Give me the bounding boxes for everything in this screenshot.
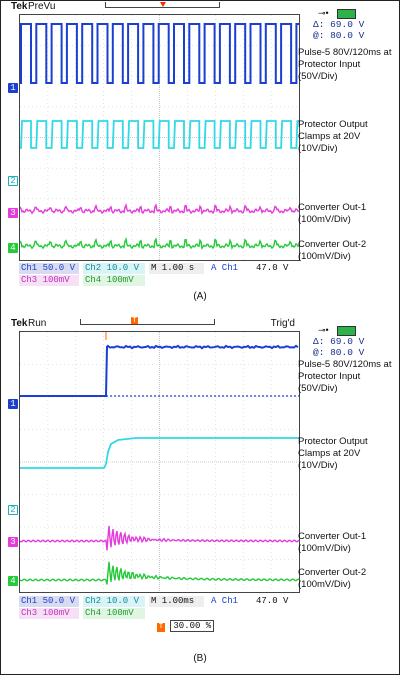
readout-delta-b: Δ: 69.0 V [313, 336, 365, 347]
ch1-scale: Ch1 50.0 V [19, 263, 79, 274]
annotation-protector-a: Protector Output Clamps at 20V (10V/Div) [298, 119, 368, 154]
scope-panel-b: Tek Run Trig'd T 1 2 3 4 Ch1 50.0 V Ch2 … [5, 317, 300, 632]
ch2-ground-marker: 2 [8, 176, 18, 186]
trigger-position-marker: T [131, 317, 138, 324]
trigger-t-icon: T [157, 623, 165, 632]
power-plug-icon: ⊸• [318, 8, 329, 18]
readout-at-b: @: 80.0 V [313, 347, 365, 358]
brand-label: Tek [11, 1, 28, 12]
ch4-scale: Ch4 100mV [83, 608, 145, 619]
timebase: M 1.00ms [149, 596, 204, 607]
trigger-position-marker [160, 2, 166, 7]
battery-icon [337, 9, 356, 19]
annotation-out1-b: Converter Out-1 (100mV/Div) [298, 531, 367, 554]
ch4-waveform [19, 561, 299, 585]
ch1-waveform [20, 344, 299, 397]
trigger-position-readout: T 30.00 % [157, 620, 215, 632]
ch4-ground-marker: 4 [8, 576, 18, 586]
trigger-source: A Ch1 [211, 263, 239, 273]
trigger-level: 47.0 V [256, 263, 289, 273]
brand-label: Tek [11, 318, 28, 329]
readout-at-a: @: 80.0 V [313, 30, 365, 41]
annotation-pulse-b: Pulse-5 80V/120ms at Protector Input (50… [298, 359, 392, 394]
battery-icon [337, 326, 356, 336]
ch2-waveform [20, 120, 311, 149]
ch2-scale: Ch2 10.0 V [83, 596, 145, 607]
ch2-waveform [20, 437, 299, 469]
panel-b-header: Tek Run Trig'd [5, 317, 300, 331]
ch1-waveform [20, 23, 311, 84]
ch2-scale: Ch2 10.0 V [83, 263, 145, 274]
ch4-ground-marker: 4 [8, 243, 18, 253]
trigger-status: Trig'd [270, 318, 295, 329]
ch3-waveform [19, 203, 300, 215]
caption-a: (A) [193, 291, 207, 302]
annotation-out1-a: Converter Out-1 (100mV/Div) [298, 202, 367, 225]
waveform-display-a [19, 15, 311, 260]
waveform-display-b [19, 332, 300, 592]
power-plug-icon: ⊸• [318, 325, 329, 335]
panel-b-footer: Ch1 50.0 V Ch2 10.0 V M 1.00ms A Ch1 47.… [19, 596, 300, 622]
ch1-scale: Ch1 50.0 V [19, 596, 79, 607]
annotation-pulse-a: Pulse-5 80V/120ms at Protector Input (50… [298, 47, 392, 82]
annotation-out2-b: Converter Out-2 (100mV/Div) [298, 567, 367, 590]
ch4-scale: Ch4 100mV [83, 275, 145, 286]
ch3-ground-marker: 3 [8, 208, 18, 218]
trigger-source: A Ch1 [211, 596, 239, 606]
panel-a-footer: Ch1 50.0 V Ch2 10.0 V M 1.00 s A Ch1 47.… [19, 263, 300, 289]
record-position-bar [105, 2, 220, 8]
caption-b: (B) [193, 653, 207, 664]
panel-a-header: Tek PreVu [5, 0, 300, 14]
ch1-ground-marker: 1 [8, 399, 18, 409]
trigger-position-value: 30.00 % [170, 620, 215, 632]
ch2-ground-marker: 2 [8, 505, 18, 515]
trigger-level: 47.0 V [256, 596, 289, 606]
acq-mode: PreVu [28, 1, 56, 12]
waveform-grid-a [19, 14, 311, 261]
timebase: M 1.00 s [149, 263, 204, 274]
waveform-grid-b [19, 331, 300, 593]
acq-mode: Run [28, 318, 47, 329]
ch3-ground-marker: 3 [8, 537, 18, 547]
scope-panel-a: Tek PreVu 1 2 3 4 Ch1 50.0 V Ch2 10.0 V … [5, 0, 311, 289]
ch1-ground-marker: 1 [8, 83, 18, 93]
ch3-scale: Ch3 100mV [19, 275, 79, 286]
annotation-protector-b: Protector Output Clamps at 20V (10V/Div) [298, 436, 368, 471]
annotation-out2-a: Converter Out-2 (100mV/Div) [298, 239, 367, 262]
ch3-scale: Ch3 100mV [19, 608, 79, 619]
ch4-waveform [19, 236, 300, 251]
readout-delta-a: Δ: 69.0 V [313, 19, 365, 30]
record-position-bar [80, 319, 215, 325]
ch3-waveform [19, 525, 300, 551]
